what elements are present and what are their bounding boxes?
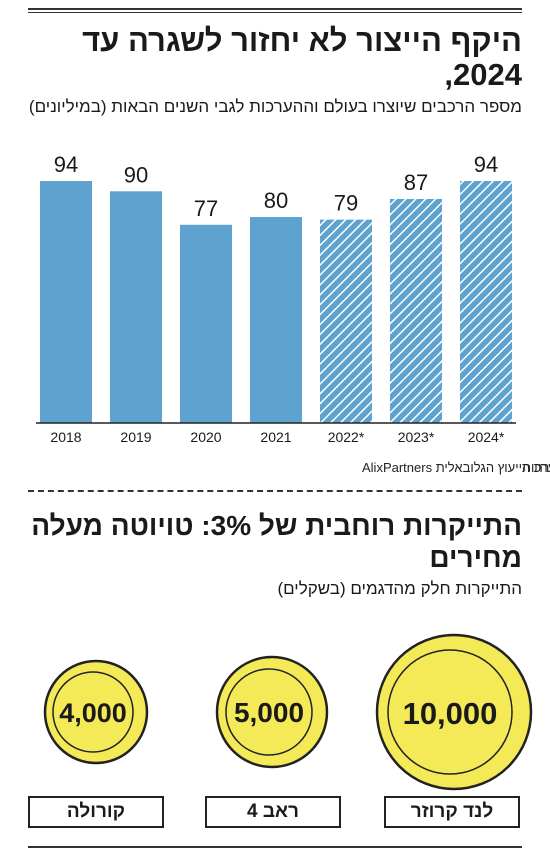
bar-2021 (250, 217, 302, 423)
model-label-rav4: ראב 4 (205, 796, 341, 828)
coin-value: 4,000 (59, 698, 127, 728)
estimate-note: *על פי ההערכות (522, 460, 550, 475)
source-note: מקור: חברת הייעוץ הגלובאלית AlixPartners (362, 460, 550, 475)
bar-2022 (320, 219, 372, 423)
section2-subtitle: התייקרות חלק מהדגמים (בשקלים) (277, 579, 522, 598)
x-tick-label: 2021 (260, 429, 291, 445)
top-rule (28, 8, 522, 10)
value-label: 80 (264, 188, 288, 213)
x-tick-label: 2024* (468, 429, 505, 445)
coin-value: 10,000 (403, 696, 498, 731)
price-coins: 10,000 5,000 4,000 (43, 633, 533, 791)
section-divider (28, 490, 522, 492)
model-label-corolla: קורולה (28, 796, 164, 828)
bar-2023 (390, 199, 442, 423)
value-label: 90 (124, 162, 148, 187)
model-label-land-cruiser: לנד קרוזר (384, 796, 520, 828)
value-label: 94 (54, 152, 78, 177)
bar-2018 (40, 181, 92, 423)
coin-rav4: 5,000 (215, 655, 329, 769)
x-tick-label: 2018 (50, 429, 81, 445)
coin-corolla: 4,000 (43, 659, 149, 765)
x-tick-label: 2022* (328, 429, 365, 445)
x-tick-label: 2023* (398, 429, 435, 445)
bottom-rule (28, 846, 522, 848)
bar-chart: 94 90 77 80 79 87 94 2018 2019 2020 2021 2022* 2023… (36, 152, 550, 475)
section2-title: התייקרות רוחבית של 3%: טויוטה מעלה מחירי… (31, 510, 522, 573)
chart-subtitle: מספר הרכבים שיוצרו בעולם וההערכות לגבי ה… (28, 97, 522, 116)
x-tick-label: 2020 (190, 429, 221, 445)
chart-title: היקף הייצור לא יחזור לשגרה עד 2024, (82, 23, 522, 92)
x-tick-label: 2019 (120, 429, 151, 445)
value-label: 87 (404, 170, 428, 195)
coin-value: 5,000 (234, 697, 304, 728)
value-label: 94 (474, 152, 498, 177)
bar-2024 (460, 181, 512, 423)
value-label: 77 (194, 196, 218, 221)
bar-2019 (110, 191, 162, 423)
bar-2020 (180, 224, 232, 423)
value-label: 79 (334, 191, 358, 216)
top-rule-thin (28, 12, 522, 13)
coin-land-cruiser: 10,000 (375, 633, 533, 791)
